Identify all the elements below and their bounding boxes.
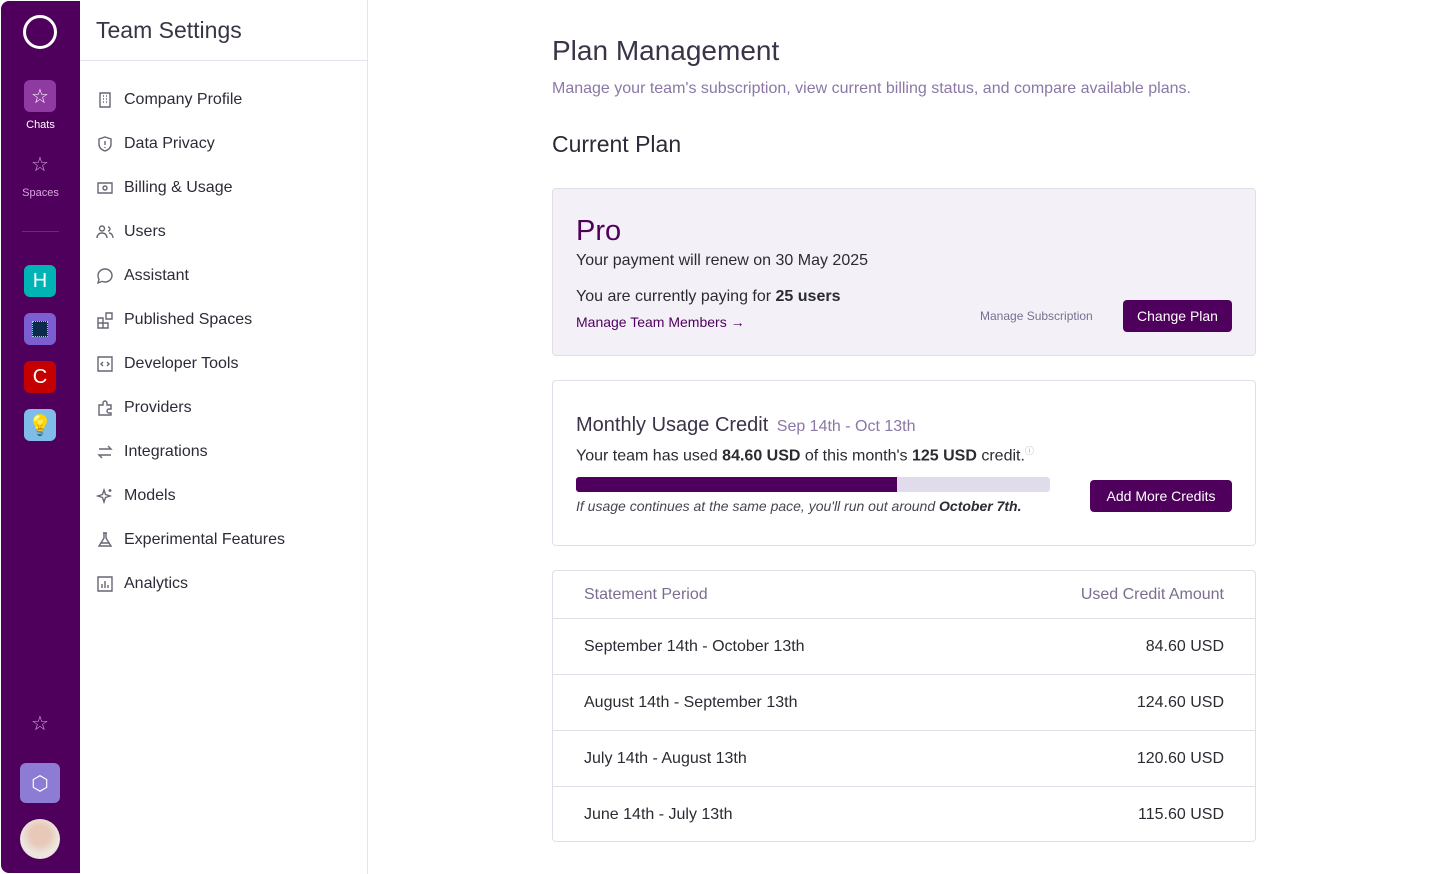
sidebar-item-billing-usage[interactable]: Billing & Usage	[96, 166, 285, 210]
change-plan-button[interactable]: Change Plan	[1123, 300, 1232, 332]
statement-table: Statement Period Used Credit Amount Sept…	[552, 570, 1256, 842]
sidebar-item-data-privacy[interactable]: Data Privacy	[96, 122, 285, 166]
sidebar-item-models[interactable]: Models	[96, 474, 285, 518]
current-plan-heading: Current Plan	[552, 131, 682, 157]
workspace-bulb[interactable]: 💡	[24, 409, 56, 441]
add-more-credits-button[interactable]: Add More Credits	[1090, 480, 1232, 512]
org-logo[interactable]: ⬡	[20, 763, 60, 803]
table-row: August 14th - September 13th 124.60 USD	[553, 674, 1255, 730]
header-statement-period: Statement Period	[584, 585, 708, 603]
statement-period: July 14th - August 13th	[584, 749, 747, 767]
page-title: Plan Management	[552, 35, 780, 66]
chart-icon	[97, 576, 113, 592]
shield-icon	[98, 136, 112, 152]
plan-name: Pro	[576, 215, 622, 247]
sidebar-item-label: Providers	[124, 399, 192, 416]
sidebar-item-developer-tools[interactable]: Developer Tools	[96, 342, 285, 386]
sidebar-item-published-spaces[interactable]: Published Spaces	[96, 298, 285, 342]
sidebar-item-experimental-features[interactable]: Experimental Features	[96, 518, 285, 562]
header-used-credit: Used Credit Amount	[1080, 585, 1224, 603]
spaces-label: Spaces	[22, 187, 59, 199]
sidebar-item-label: Users	[124, 223, 166, 240]
manage-subscription-link[interactable]: Manage Subscription	[980, 309, 1093, 323]
statement-period: August 14th - September 13th	[584, 693, 798, 711]
chats-button[interactable]: ☆	[24, 80, 56, 112]
usage-text: Your team has used 84.60 USD of this mon…	[576, 446, 1034, 465]
used-credit-amount: 120.60 USD	[1136, 749, 1224, 767]
sidebar-item-assistant[interactable]: Assistant	[96, 254, 285, 298]
sidebar-item-integrations[interactable]: Integrations	[96, 430, 285, 474]
flask-icon	[97, 532, 113, 547]
grid-icon	[97, 312, 113, 329]
building-icon	[99, 92, 111, 108]
table-row: July 14th - August 13th 120.60 USD	[553, 730, 1255, 786]
usage-title: Monthly Usage Credit Sep 14th - Oct 13th	[576, 414, 916, 436]
sidebar-item-label: Integrations	[124, 443, 208, 460]
table-row: September 14th - October 13th 84.60 USD	[553, 618, 1255, 674]
plan-card: Pro Your payment will renew on 30 May 20…	[552, 188, 1256, 356]
code-icon	[97, 356, 113, 372]
used-credit-amount: 84.60 USD	[1145, 637, 1224, 655]
sidebar-item-company-profile[interactable]: Company Profile	[96, 78, 285, 122]
app-rail: ☆ Chats ☆ Spaces H C 💡 ☆ ⬡	[1, 1, 80, 873]
sidebar-item-label: Company Profile	[124, 91, 243, 108]
sidebar-item-label: Experimental Features	[124, 531, 285, 548]
workspace-chip[interactable]	[24, 313, 56, 345]
usage-card: Monthly Usage Credit Sep 14th - Oct 13th…	[552, 380, 1256, 546]
workspace-c[interactable]: C	[24, 361, 56, 393]
avatar[interactable]	[20, 819, 60, 859]
sidebar-item-analytics[interactable]: Analytics	[96, 562, 285, 606]
statement-period: September 14th - October 13th	[584, 637, 805, 655]
sidebar-item-label: Assistant	[124, 267, 189, 284]
app-logo-icon[interactable]	[23, 15, 57, 49]
paying-text: You are currently paying for 25 users	[576, 288, 841, 305]
chats-label: Chats	[26, 119, 55, 131]
sidebar-item-users[interactable]: Users	[96, 210, 285, 254]
sidebar-item-label: Data Privacy	[124, 135, 215, 152]
renew-text: Your payment will renew on 30 May 2025	[576, 252, 869, 269]
users-icon	[96, 225, 114, 239]
info-icon[interactable]: ⓘ	[1024, 446, 1034, 456]
favorites-star-icon[interactable]: ☆	[31, 712, 49, 735]
page-subtitle: Manage your team's subscription, view cu…	[552, 80, 1191, 97]
puzzle-icon	[98, 400, 112, 416]
sidebar-title: Team Settings	[96, 17, 242, 43]
sparkle-icon	[96, 487, 113, 505]
sidebar-item-label: Developer Tools	[124, 355, 239, 372]
sidebar-item-label: Models	[124, 487, 176, 504]
chat-bubble-icon	[96, 268, 113, 285]
usage-progress-fill	[576, 477, 897, 492]
usage-progress-bar	[576, 477, 1050, 492]
settings-sidebar: Team Settings Company Profile Data Privac…	[80, 0, 368, 874]
arrows-icon	[97, 445, 113, 459]
workspace-h[interactable]: H	[24, 265, 56, 297]
forecast-text: If usage continues at the same pace, you…	[576, 498, 1022, 514]
sidebar-item-label: Published Spaces	[124, 311, 253, 328]
sidebar-item-label: Analytics	[124, 575, 189, 592]
money-icon	[97, 182, 113, 194]
divider	[22, 231, 59, 232]
spaces-star-icon[interactable]: ☆	[31, 153, 49, 176]
sidebar-item-providers[interactable]: Providers	[96, 386, 285, 430]
table-row: June 14th - July 13th 115.60 USD	[553, 786, 1255, 842]
used-credit-amount: 115.60 USD	[1138, 805, 1224, 823]
used-credit-amount: 124.60 USD	[1136, 693, 1224, 711]
arrow-right-icon: →	[730, 314, 745, 330]
sidebar-item-label: Billing & Usage	[124, 179, 233, 196]
manage-team-members-link[interactable]: Manage Team Members →	[576, 314, 745, 330]
statement-period: June 14th - July 13th	[584, 805, 733, 823]
